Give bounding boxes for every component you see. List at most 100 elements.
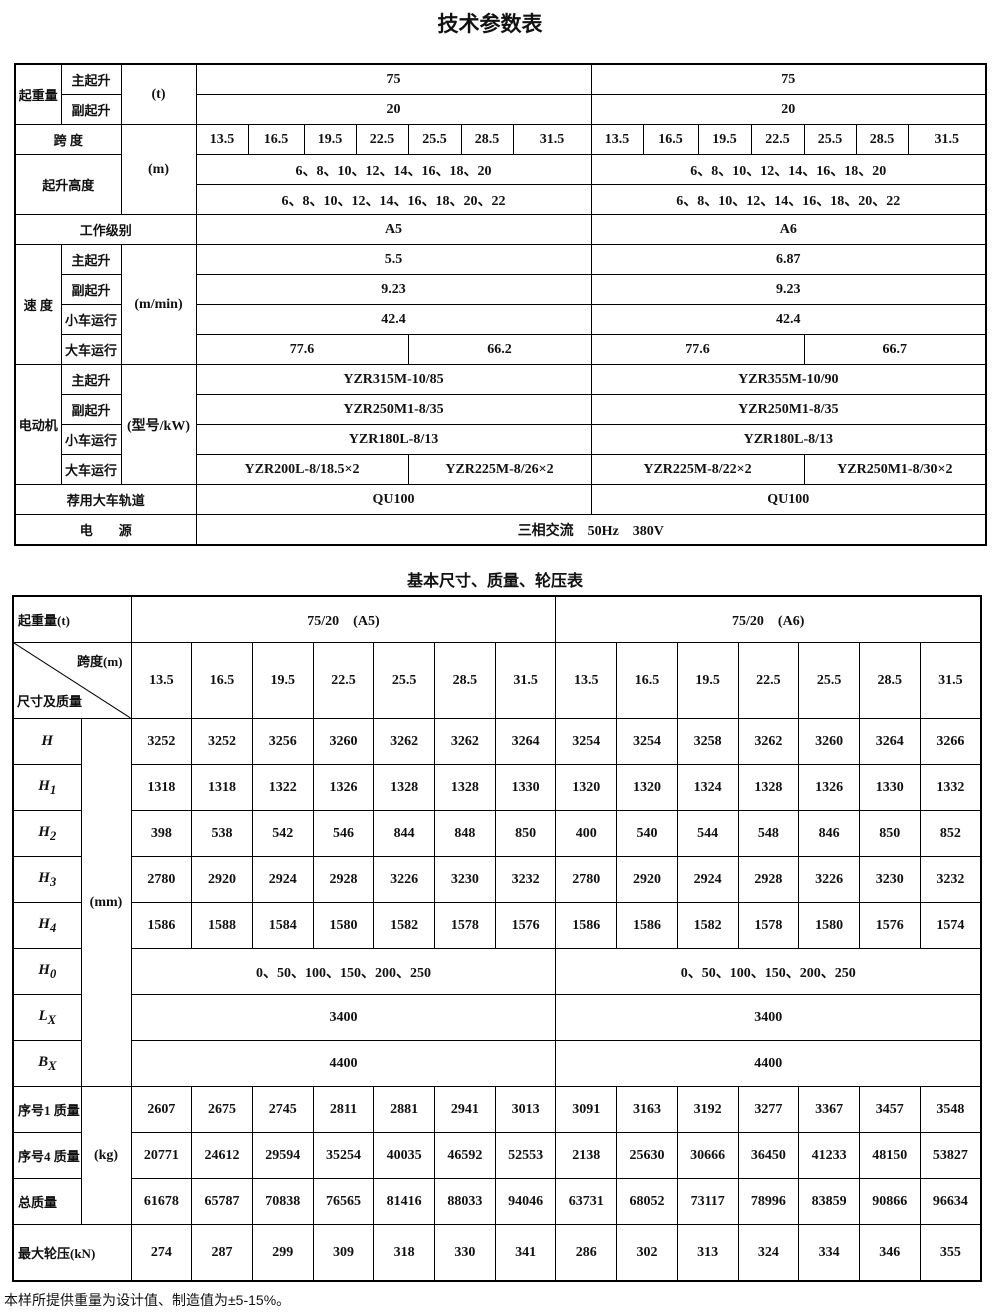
table-cell: 844 xyxy=(373,810,436,857)
table-cell: 3091 xyxy=(555,1086,618,1133)
diagonal-header-cell: 跨度(m) 尺寸及质量 xyxy=(12,642,132,719)
symbol-cell: H2 xyxy=(12,810,82,857)
table-cell: 1324 xyxy=(676,764,739,811)
table-cell: 78996 xyxy=(737,1178,800,1225)
table-cell: 25.5 xyxy=(803,124,857,155)
table-cell: YZR250M1-8/30×2 xyxy=(803,454,987,485)
table-cell: 2928 xyxy=(312,856,375,903)
table-row: 大车运行 77.6 66.2 77.6 66.7 xyxy=(15,334,987,365)
symbol-cell: H3 xyxy=(12,856,82,903)
table-cell: 28.5 xyxy=(460,124,514,155)
table-cell: 48150 xyxy=(858,1132,921,1179)
table-cell: 540 xyxy=(616,810,678,857)
table-cell: 850 xyxy=(494,810,557,857)
table-cell: 2928 xyxy=(737,856,800,903)
spec-table: 起重量 主起升 (t) 75 75 副起升 20 20 跨 度 (m) 13.5 16.5 19.5 22… xyxy=(14,63,988,546)
table-cell: 25.5 xyxy=(373,642,436,719)
table-cell: 3260 xyxy=(798,718,860,765)
symbol-cell: BX xyxy=(12,1040,82,1087)
table-cell: 324 xyxy=(737,1224,800,1282)
table-cell: YZR180L-8/13 xyxy=(195,424,592,455)
table-cell: (kg) xyxy=(80,1086,132,1225)
symbol-subscript: 1 xyxy=(49,782,57,797)
table-cell: 16.5 xyxy=(616,642,678,719)
symbol: H2 xyxy=(38,823,57,843)
table-row: H4 1586 1588 1584 1580 1582 1578 1576 1586 1586 15… xyxy=(12,902,982,949)
table-row: 副起升 9.23 9.23 xyxy=(15,274,987,305)
table-cell: 3192 xyxy=(676,1086,739,1133)
table-cell: 1322 xyxy=(251,764,314,811)
table-cell: 副起升 xyxy=(60,94,122,125)
table-cell: 1576 xyxy=(858,902,921,949)
table-row: 跨 度 (m) 13.5 16.5 19.5 22.5 25.5 28.5 31.5 13.5 16… xyxy=(14,124,987,215)
table-cell: 19.5 xyxy=(676,642,739,719)
table-cell: QU100 xyxy=(195,484,592,515)
table-cell: 1574 xyxy=(919,902,982,949)
table-cell: (t) xyxy=(120,63,197,125)
symbol: BX xyxy=(38,1053,57,1073)
table-cell: 46592 xyxy=(434,1132,496,1179)
table-cell: 3258 xyxy=(676,718,739,765)
table-cell: A6 xyxy=(590,214,987,245)
table-cell: 3266 xyxy=(919,718,982,765)
table-cell: 3277 xyxy=(737,1086,800,1133)
table-cell: 3367 xyxy=(798,1086,860,1133)
table-cell: 3400 xyxy=(555,994,982,1041)
table-cell: 2920 xyxy=(191,856,253,903)
table-cell: 1320 xyxy=(616,764,678,811)
table-cell: 28.5 xyxy=(855,124,909,155)
table-cell: 13.5 xyxy=(590,124,644,155)
table-cell: 1586 xyxy=(616,902,678,949)
table-cell: 16.5 xyxy=(642,124,699,155)
table-row: 起重量(t) 75/20 (A5) 75/20 (A6) xyxy=(12,595,982,643)
table-cell: 22.5 xyxy=(355,124,409,155)
table-cell: 总质量 xyxy=(12,1178,82,1225)
table-cell: 73117 xyxy=(676,1178,739,1225)
table-cell: 3232 xyxy=(494,856,557,903)
symbol-subscript: 2 xyxy=(49,828,57,843)
table-cell: 36450 xyxy=(737,1132,800,1179)
table-row: 荐用大车轨道 QU100 QU100 xyxy=(14,484,987,515)
table-cell: 29594 xyxy=(251,1132,314,1179)
table-cell: 1330 xyxy=(858,764,921,811)
symbol: H0 xyxy=(38,961,57,981)
symbol-subscript: X xyxy=(48,1058,57,1073)
table-cell: 548 xyxy=(737,810,800,857)
table-cell: 1332 xyxy=(919,764,982,811)
table-cell: 848 xyxy=(434,810,496,857)
table-cell: 66.2 xyxy=(407,334,592,365)
table-cell: 22.5 xyxy=(312,642,375,719)
table-cell: 35254 xyxy=(312,1132,375,1179)
table-cell: 序号1 质量 xyxy=(12,1086,82,1133)
table-cell: 16.5 xyxy=(191,642,253,719)
table-cell: 52553 xyxy=(494,1132,557,1179)
table-cell: 6、8、10、12、14、16、18、20、22 xyxy=(195,184,592,215)
table-row: H2 398 538 542 546 844 848 850 400 540 544 548 846 85… xyxy=(12,810,982,857)
table-cell: 大车运行 xyxy=(60,454,122,485)
table-cell: (型号/kW) xyxy=(120,364,197,485)
table-cell: 9.23 xyxy=(590,274,987,305)
table-cell: 电 源 xyxy=(14,514,197,546)
table-cell: A5 xyxy=(195,214,592,245)
table-cell: 2881 xyxy=(373,1086,436,1133)
table-cell: 3262 xyxy=(737,718,800,765)
table-cell: 846 xyxy=(798,810,860,857)
table-cell: 3254 xyxy=(616,718,678,765)
table-cell: 41233 xyxy=(798,1132,860,1179)
diagonal-line xyxy=(14,643,131,718)
table-cell: 31.5 xyxy=(494,642,557,719)
table-cell: 96634 xyxy=(919,1178,982,1225)
table-cell: 75 xyxy=(590,63,987,95)
table-cell: 42.4 xyxy=(195,304,592,335)
table-cell: 299 xyxy=(251,1224,314,1282)
table-cell: 31.5 xyxy=(919,642,982,719)
table-cell: 1578 xyxy=(737,902,800,949)
table-cell: 2138 xyxy=(555,1132,618,1179)
table-cell: 1328 xyxy=(373,764,436,811)
table-cell: 6、8、10、12、14、16、18、20、22 xyxy=(590,184,987,215)
table-cell: YZR355M-10/90 xyxy=(590,364,987,395)
symbol-cell: H xyxy=(12,718,82,765)
table-cell: 25.5 xyxy=(798,642,860,719)
table-cell: 3226 xyxy=(798,856,860,903)
